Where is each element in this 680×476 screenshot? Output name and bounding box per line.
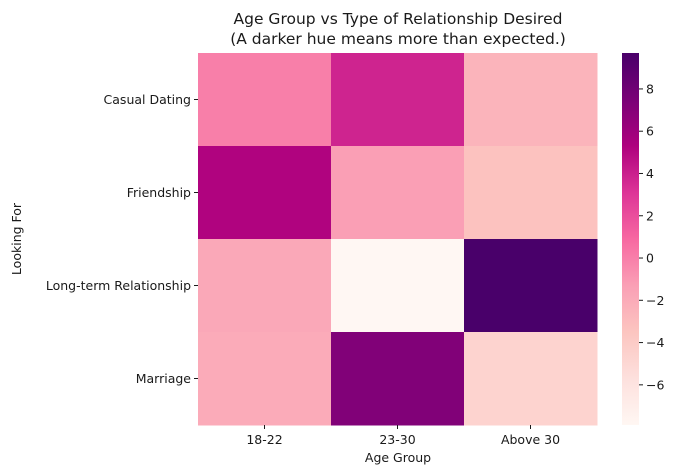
heatmap-cell: [198, 53, 332, 147]
heatmap-cell: [331, 239, 465, 333]
colorbar-scale: [622, 53, 639, 425]
heatmap-cells: [198, 53, 598, 426]
colorbar-tick-label: 8: [646, 81, 654, 96]
colorbar-tick-label: 4: [646, 166, 654, 181]
y-tick-label: Casual Dating: [104, 92, 191, 107]
colorbar-tick-label: 2: [646, 208, 654, 223]
x-tick-label: Above 30: [501, 432, 560, 447]
colorbar-tick-label: 6: [646, 124, 654, 139]
heatmap-cell: [464, 146, 598, 240]
colorbar-tick-label: −4: [646, 335, 664, 350]
x-tick-label: 18-22: [246, 432, 282, 447]
y-axis-label: Looking For: [9, 202, 24, 275]
colorbar-tick-label: −6: [646, 377, 664, 392]
heatmap-cell: [464, 239, 598, 333]
heatmap-cell: [464, 332, 598, 426]
x-axis-ticks: 18-22 23-30 Above 30: [246, 425, 560, 447]
x-axis-label: Age Group: [365, 450, 431, 465]
x-tick-label: 23-30: [379, 432, 415, 447]
y-tick-label: Marriage: [136, 371, 192, 386]
colorbar: [622, 53, 639, 425]
colorbar-tick-label: 0: [646, 251, 654, 266]
heatmap-cell: [331, 332, 465, 426]
chart-title: Age Group vs Type of Relationship Desire…: [234, 10, 563, 28]
heatmap-cell: [198, 332, 332, 426]
heatmap-cell: [198, 146, 332, 240]
heatmap-cell: [198, 239, 332, 333]
chart-subtitle: (A darker hue means more than expected.): [230, 30, 566, 48]
y-tick-label: Long-term Relationship: [46, 278, 191, 293]
y-axis-ticks: Casual Dating Friendship Long-term Relatio…: [46, 92, 198, 386]
y-tick-label: Friendship: [127, 185, 191, 200]
heatmap-cell: [464, 53, 598, 147]
colorbar-tick-label: −2: [646, 293, 664, 308]
colorbar-ticks: −6 −4 −2 0 2 4 6 8: [639, 81, 664, 392]
heatmap-cell: [331, 146, 465, 240]
heatmap-cell: [331, 53, 465, 147]
